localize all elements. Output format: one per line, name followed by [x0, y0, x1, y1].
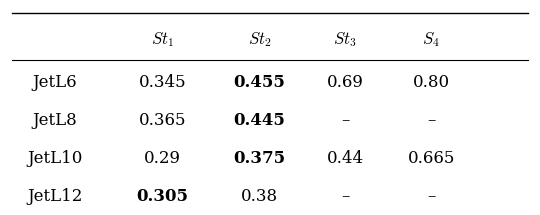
Text: 0.445: 0.445 — [233, 112, 285, 129]
Text: 0.69: 0.69 — [327, 74, 363, 91]
Text: 0.365: 0.365 — [139, 112, 186, 129]
Text: 0.665: 0.665 — [408, 150, 455, 167]
Text: 0.345: 0.345 — [139, 74, 186, 91]
Text: JetL8: JetL8 — [33, 112, 77, 129]
Text: JetL10: JetL10 — [28, 150, 83, 167]
Text: $St_3$: $St_3$ — [334, 30, 357, 49]
Text: 0.455: 0.455 — [233, 74, 285, 91]
Text: 0.305: 0.305 — [137, 188, 188, 205]
Text: –: – — [427, 112, 435, 129]
Text: 0.38: 0.38 — [241, 188, 278, 205]
Text: $S_4$: $S_4$ — [422, 30, 440, 49]
Text: JetL12: JetL12 — [28, 188, 83, 205]
Text: –: – — [427, 188, 435, 205]
Text: $St_1$: $St_1$ — [151, 30, 174, 49]
Text: 0.375: 0.375 — [233, 150, 285, 167]
Text: 0.80: 0.80 — [413, 74, 450, 91]
Text: JetL6: JetL6 — [33, 74, 77, 91]
Text: –: – — [341, 188, 349, 205]
Text: $St_2$: $St_2$ — [247, 30, 271, 49]
Text: 0.29: 0.29 — [144, 150, 181, 167]
Text: –: – — [341, 112, 349, 129]
Text: 0.44: 0.44 — [327, 150, 364, 167]
